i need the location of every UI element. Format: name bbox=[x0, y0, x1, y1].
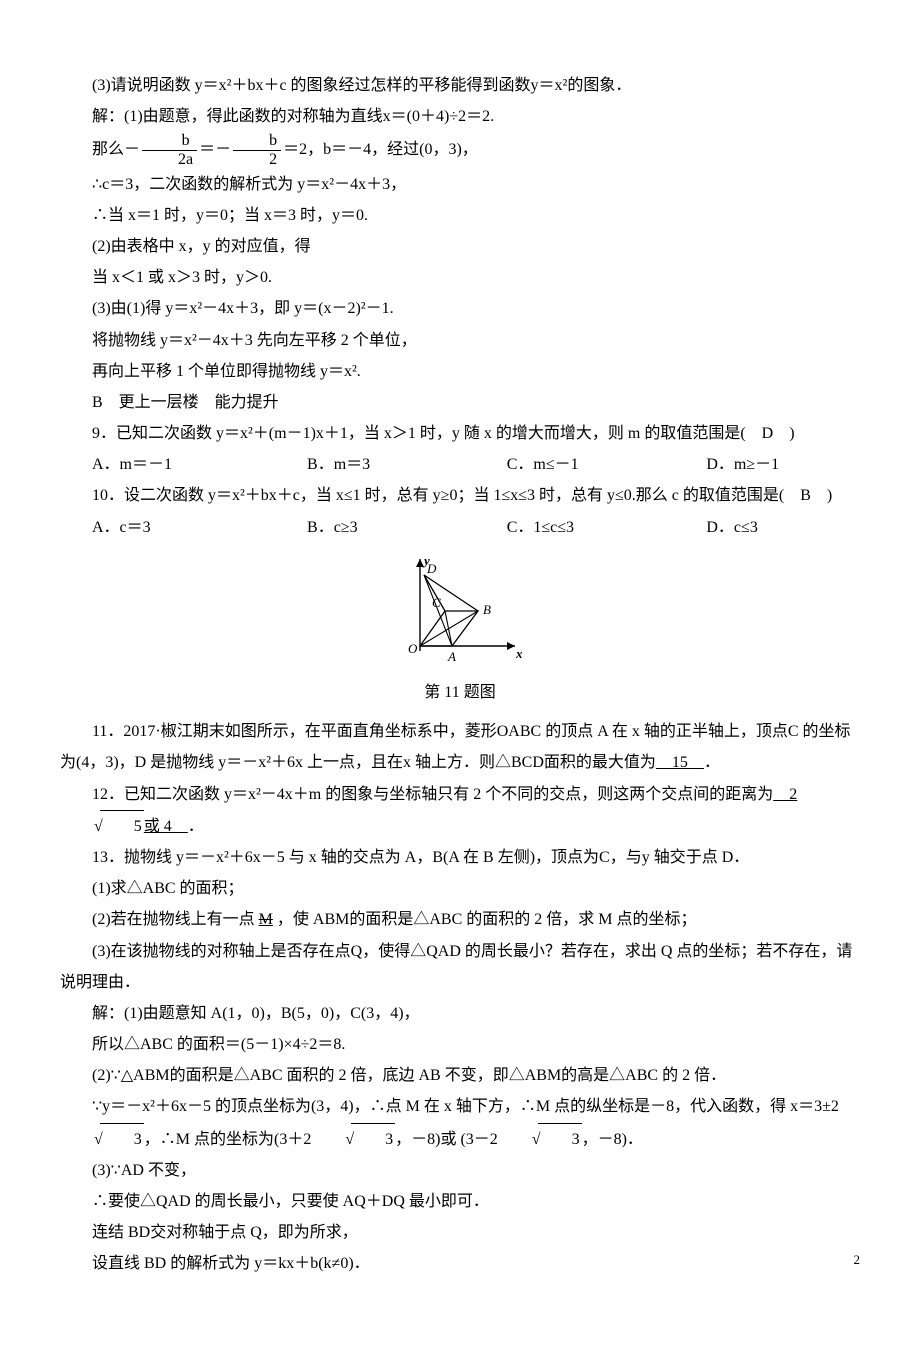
paragraph-q3: (3)请说明函数 y＝x²＋bx＋c 的图象经过怎样的平移能得到函数y＝x²的图… bbox=[60, 70, 860, 101]
denominator: 2 bbox=[233, 151, 281, 169]
solution-line-1: 解：(1)由题意，得此函数的对称轴为直线x＝(0＋4)÷2＝2. bbox=[60, 101, 860, 132]
solution-13-5: (3)∵AD 不变， bbox=[60, 1155, 860, 1186]
question-9-stem: 9．已知二次函数 y＝x²＋(m－1)x＋1，当 x＞1 时，y 随 x 的增大… bbox=[60, 418, 795, 449]
text: ，使 ABM的面积是△ABC 的面积的 2 倍，求 M 点的坐标； bbox=[273, 911, 697, 928]
option-d: D．c≤3 bbox=[706, 512, 860, 543]
text: ． bbox=[704, 754, 720, 771]
option-c: C．1≤c≤3 bbox=[507, 512, 707, 543]
solution-line-7: (3)由(1)得 y＝x²－4x＋3，即 y＝(x－2)²－1. bbox=[60, 293, 860, 324]
question-10-stem: 10．设二次函数 y＝x²＋bx＋c，当 x≤1 时，总有 y≥0；当 1≤x≤… bbox=[60, 480, 832, 511]
option-a: A．c＝3 bbox=[92, 512, 307, 543]
text: ∵y＝－x²＋6x－5 的顶点坐标为(3，4)，∴点 M 在 x 轴下方，∴M … bbox=[92, 1098, 839, 1115]
label-B: B bbox=[483, 602, 491, 617]
question-10-options: A．c＝3 B．c≥3 C．1≤c≤3 D．c≤3 bbox=[60, 512, 860, 543]
section-b-heading: B 更上一层楼 能力提升 bbox=[60, 387, 860, 418]
solution-13-6: ∴要使△QAD 的周长最小，只要使 AQ＋DQ 最小即可． bbox=[60, 1186, 860, 1217]
solution-line-4: ∴当 x＝1 时，y＝0；当 x＝3 时，y＝0. bbox=[60, 200, 860, 231]
question-11-stem: 11．2017·椒江期末如图所示，在平面直角坐标系中，菱形OABC 的顶点 A … bbox=[60, 723, 851, 771]
label-y: y bbox=[422, 553, 430, 568]
solution-line-6: 当 x＜1 或 x＞3 时，y＞0. bbox=[60, 262, 860, 293]
sqrt-5: √5 bbox=[62, 810, 144, 842]
question-13-2: (2)若在抛物线上有一点 M ，使 ABM的面积是△ABC 的面积的 2 倍，求… bbox=[60, 904, 860, 935]
label-x: x bbox=[515, 646, 523, 661]
solution-13-2: 所以△ABC 的面积＝(5－1)×4÷2＝8. bbox=[60, 1029, 860, 1060]
question-13-1: (1)求△ABC 的面积； bbox=[60, 873, 860, 904]
sqrt-content: 5 bbox=[100, 810, 144, 842]
option-b: B．m＝3 bbox=[307, 449, 507, 480]
question-9: 9．已知二次函数 y＝x²＋(m－1)x＋1，当 x＞1 时，y 随 x 的增大… bbox=[60, 418, 860, 449]
solution-13-8: 设直线 BD 的解析式为 y＝kx＋b(k≠0)． bbox=[60, 1248, 860, 1279]
fraction-2: b2 bbox=[233, 132, 281, 168]
solution-line-2: 那么－b2a＝－b2＝2，b＝－4，经过(0，3)， bbox=[60, 132, 860, 168]
solution-line-9: 再向上平移 1 个单位即得抛物线 y＝x². bbox=[60, 356, 860, 387]
text: 2 bbox=[773, 786, 797, 803]
text: 那么－ bbox=[92, 141, 140, 158]
option-a: A．m＝－1 bbox=[92, 449, 307, 480]
text: ，∴M 点的坐标为(3＋2 bbox=[144, 1131, 312, 1148]
figure-11: O A B C D x y 第 11 题图 bbox=[60, 551, 860, 708]
text: ＝－ bbox=[199, 141, 231, 158]
option-b: B．c≥3 bbox=[307, 512, 507, 543]
question-13-3: (3)在该抛物线的对称轴上是否存在点Q，使得△QAD 的周长最小？若存在，求出 … bbox=[60, 936, 860, 998]
solution-13-3: (2)∵△ABM的面积是△ABC 面积的 2 倍，底边 AB 不变，即△ABM的… bbox=[60, 1060, 860, 1091]
numerator: b bbox=[142, 132, 197, 151]
text: ，－8)． bbox=[582, 1131, 643, 1148]
question-11: 11．2017·椒江期末如图所示，在平面直角坐标系中，菱形OABC 的顶点 A … bbox=[60, 716, 860, 778]
sqrt-3a: √3 bbox=[62, 1123, 144, 1155]
text: ，－8)或 (3－2 bbox=[395, 1131, 498, 1148]
text: (2)若在抛物线上有一点 bbox=[92, 911, 259, 928]
label-A: A bbox=[447, 649, 456, 664]
text: ＝2，b＝－4，经过(0，3)， bbox=[283, 141, 478, 158]
denominator: 2a bbox=[142, 151, 197, 169]
text: ． bbox=[188, 818, 204, 835]
text: 或 4 bbox=[144, 818, 188, 835]
question-13: 13．抛物线 y＝－x²＋6x－5 与 x 轴的交点为 A，B(A 在 B 左侧… bbox=[60, 842, 860, 873]
page-number: 2 bbox=[854, 1247, 861, 1272]
point-M: M bbox=[259, 911, 273, 928]
solution-line-5: (2)由表格中 x，y 的对应值，得 bbox=[60, 231, 860, 262]
label-O: O bbox=[408, 641, 418, 656]
sqrt-3c: √3 bbox=[500, 1123, 582, 1155]
question-9-options: A．m＝－1 B．m＝3 C．m≤－1 D．m≥－1 bbox=[60, 449, 860, 480]
question-12-stem: 12．已知二次函数 y＝x²－4x＋m 的图象与坐标轴只有 2 个不同的交点，则… bbox=[92, 786, 773, 803]
figure-11-caption: 第 11 题图 bbox=[60, 677, 860, 708]
figure-11-svg: O A B C D x y bbox=[390, 551, 530, 666]
option-c: C．m≤－1 bbox=[507, 449, 707, 480]
solution-13-4: ∵y＝－x²＋6x－5 的顶点坐标为(3，4)，∴点 M 在 x 轴下方，∴M … bbox=[60, 1091, 860, 1154]
sqrt-content: 3 bbox=[538, 1123, 582, 1155]
fraction-1: b2a bbox=[142, 132, 197, 168]
question-13-stem: 13．抛物线 y＝－x²＋6x－5 与 x 轴的交点为 A，B(A 在 B 左侧… bbox=[60, 842, 749, 873]
svg-text:C: C bbox=[432, 595, 441, 610]
solution-line-8: 将抛物线 y＝x²－4x＋3 先向左平移 2 个单位， bbox=[60, 325, 860, 356]
sqrt-content: 3 bbox=[100, 1123, 144, 1155]
option-d: D．m≥－1 bbox=[706, 449, 860, 480]
solution-13-7: 连结 BD交对称轴于点 Q，即为所求， bbox=[60, 1217, 860, 1248]
solution-line-3: ∴c＝3，二次函数的解析式为 y＝x²－4x＋3， bbox=[60, 169, 860, 200]
question-11-answer: 15 bbox=[656, 754, 704, 771]
question-12: 12．已知二次函数 y＝x²－4x＋m 的图象与坐标轴只有 2 个不同的交点，则… bbox=[60, 779, 860, 842]
sqrt-3b: √3 bbox=[313, 1123, 395, 1155]
solution-13-1: 解：(1)由题意知 A(1，0)，B(5，0)，C(3，4)， bbox=[60, 998, 860, 1029]
sqrt-content: 3 bbox=[351, 1123, 395, 1155]
question-13-3-text: (3)在该抛物线的对称轴上是否存在点Q，使得△QAD 的周长最小？若存在，求出 … bbox=[60, 936, 860, 998]
numerator: b bbox=[233, 132, 281, 151]
question-10: 10．设二次函数 y＝x²＋bx＋c，当 x≤1 时，总有 y≥0；当 1≤x≤… bbox=[60, 480, 860, 511]
